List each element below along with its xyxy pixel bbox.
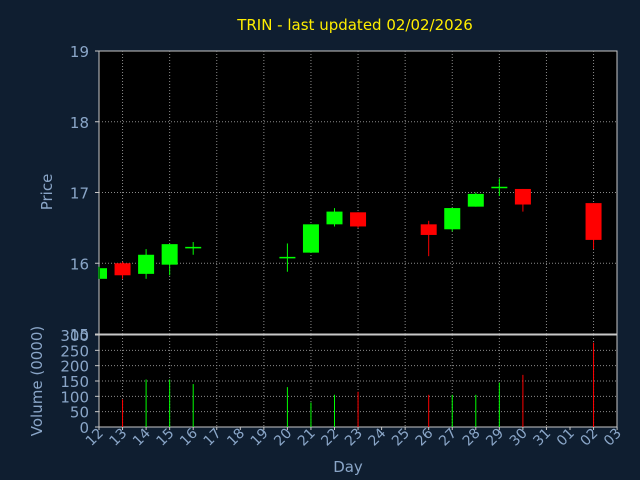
candle-21 — [302, 224, 319, 253]
candle-16 — [185, 242, 202, 255]
volume-tick-label: 200 — [60, 358, 89, 376]
x-tick-label: 18 — [224, 426, 248, 450]
candle-23 — [350, 212, 367, 228]
x-tick-label: 19 — [248, 426, 272, 450]
candle-29 — [491, 178, 508, 197]
candle-body — [350, 212, 367, 227]
x-tick-label: 16 — [177, 425, 201, 449]
price-axis-label: Price — [38, 174, 56, 211]
volume-bars — [122, 342, 595, 427]
price-tick-labels: 19 18 17 16 15 — [70, 43, 99, 344]
x-tick-label: 02 — [577, 426, 601, 450]
price-tick-label: 19 — [70, 43, 89, 61]
candle-body — [302, 224, 319, 253]
price-tick-label: 17 — [70, 185, 89, 203]
candle-body — [161, 244, 178, 265]
candle-body — [138, 254, 155, 274]
price-tick-label: 15 — [70, 326, 89, 344]
candle-13 — [114, 261, 131, 279]
volume-tick-label: 250 — [60, 342, 89, 360]
candle-26 — [420, 220, 437, 257]
candle-27 — [444, 208, 461, 232]
price-grid — [99, 51, 617, 334]
candle-15 — [161, 244, 178, 276]
x-tick-label: 30 — [507, 426, 531, 450]
volume-tick-label: 150 — [60, 373, 89, 391]
x-tick-label: 27 — [436, 426, 460, 450]
price-tick-label: 18 — [70, 114, 89, 132]
candle-12 — [98, 266, 107, 279]
x-tick-label: 15 — [154, 426, 178, 450]
candle-body — [114, 263, 131, 276]
x-tick-label: 17 — [201, 426, 225, 450]
candle-02 — [585, 203, 602, 250]
x-tick-label: 01 — [554, 426, 578, 450]
x-tick-label: 28 — [460, 426, 484, 450]
volume-axis-label: Volume (0000) — [28, 326, 46, 436]
volume-tick-label: 300 — [60, 327, 89, 345]
volume-tick-label: 0 — [79, 419, 89, 437]
candle-body — [514, 188, 531, 205]
candle-14 — [138, 249, 155, 279]
x-tick-label: 22 — [318, 426, 342, 450]
x-tick-label: 26 — [413, 425, 437, 449]
candle-28 — [467, 192, 484, 207]
candle-body — [467, 193, 484, 207]
x-tick-label: 03 — [601, 426, 625, 450]
x-tick-label: 23 — [342, 426, 366, 450]
x-tick-label: 13 — [106, 426, 130, 450]
volume-tick-label: 50 — [70, 404, 89, 422]
x-tick-label: 24 — [366, 425, 390, 449]
candle-30 — [514, 188, 531, 212]
x-tick-label: 31 — [530, 426, 554, 450]
price-tick-label: 16 — [70, 255, 89, 273]
candle-body — [326, 211, 343, 225]
candles — [98, 178, 602, 279]
candle-body — [444, 208, 461, 230]
candle-body — [100, 268, 107, 279]
candle-20 — [279, 243, 296, 272]
volume-tick-label: 100 — [60, 388, 89, 406]
x-tick-label: 14 — [130, 425, 154, 449]
x-tick-label: 25 — [389, 426, 413, 450]
candle-body — [585, 203, 602, 240]
x-tick-label: 29 — [483, 426, 507, 450]
chart-title: TRIN - last updated 02/02/2026 — [236, 16, 473, 34]
candle-22 — [326, 208, 343, 227]
candle-body — [420, 224, 437, 235]
x-axis-label: Day — [333, 458, 363, 476]
x-tick-label: 21 — [295, 426, 319, 450]
x-tick-label: 20 — [271, 426, 295, 450]
x-tick-labels: 12 13 14 15 16 17 18 19 20 21 22 23 24 25 26 27 28 29 30 31… — [83, 425, 625, 449]
